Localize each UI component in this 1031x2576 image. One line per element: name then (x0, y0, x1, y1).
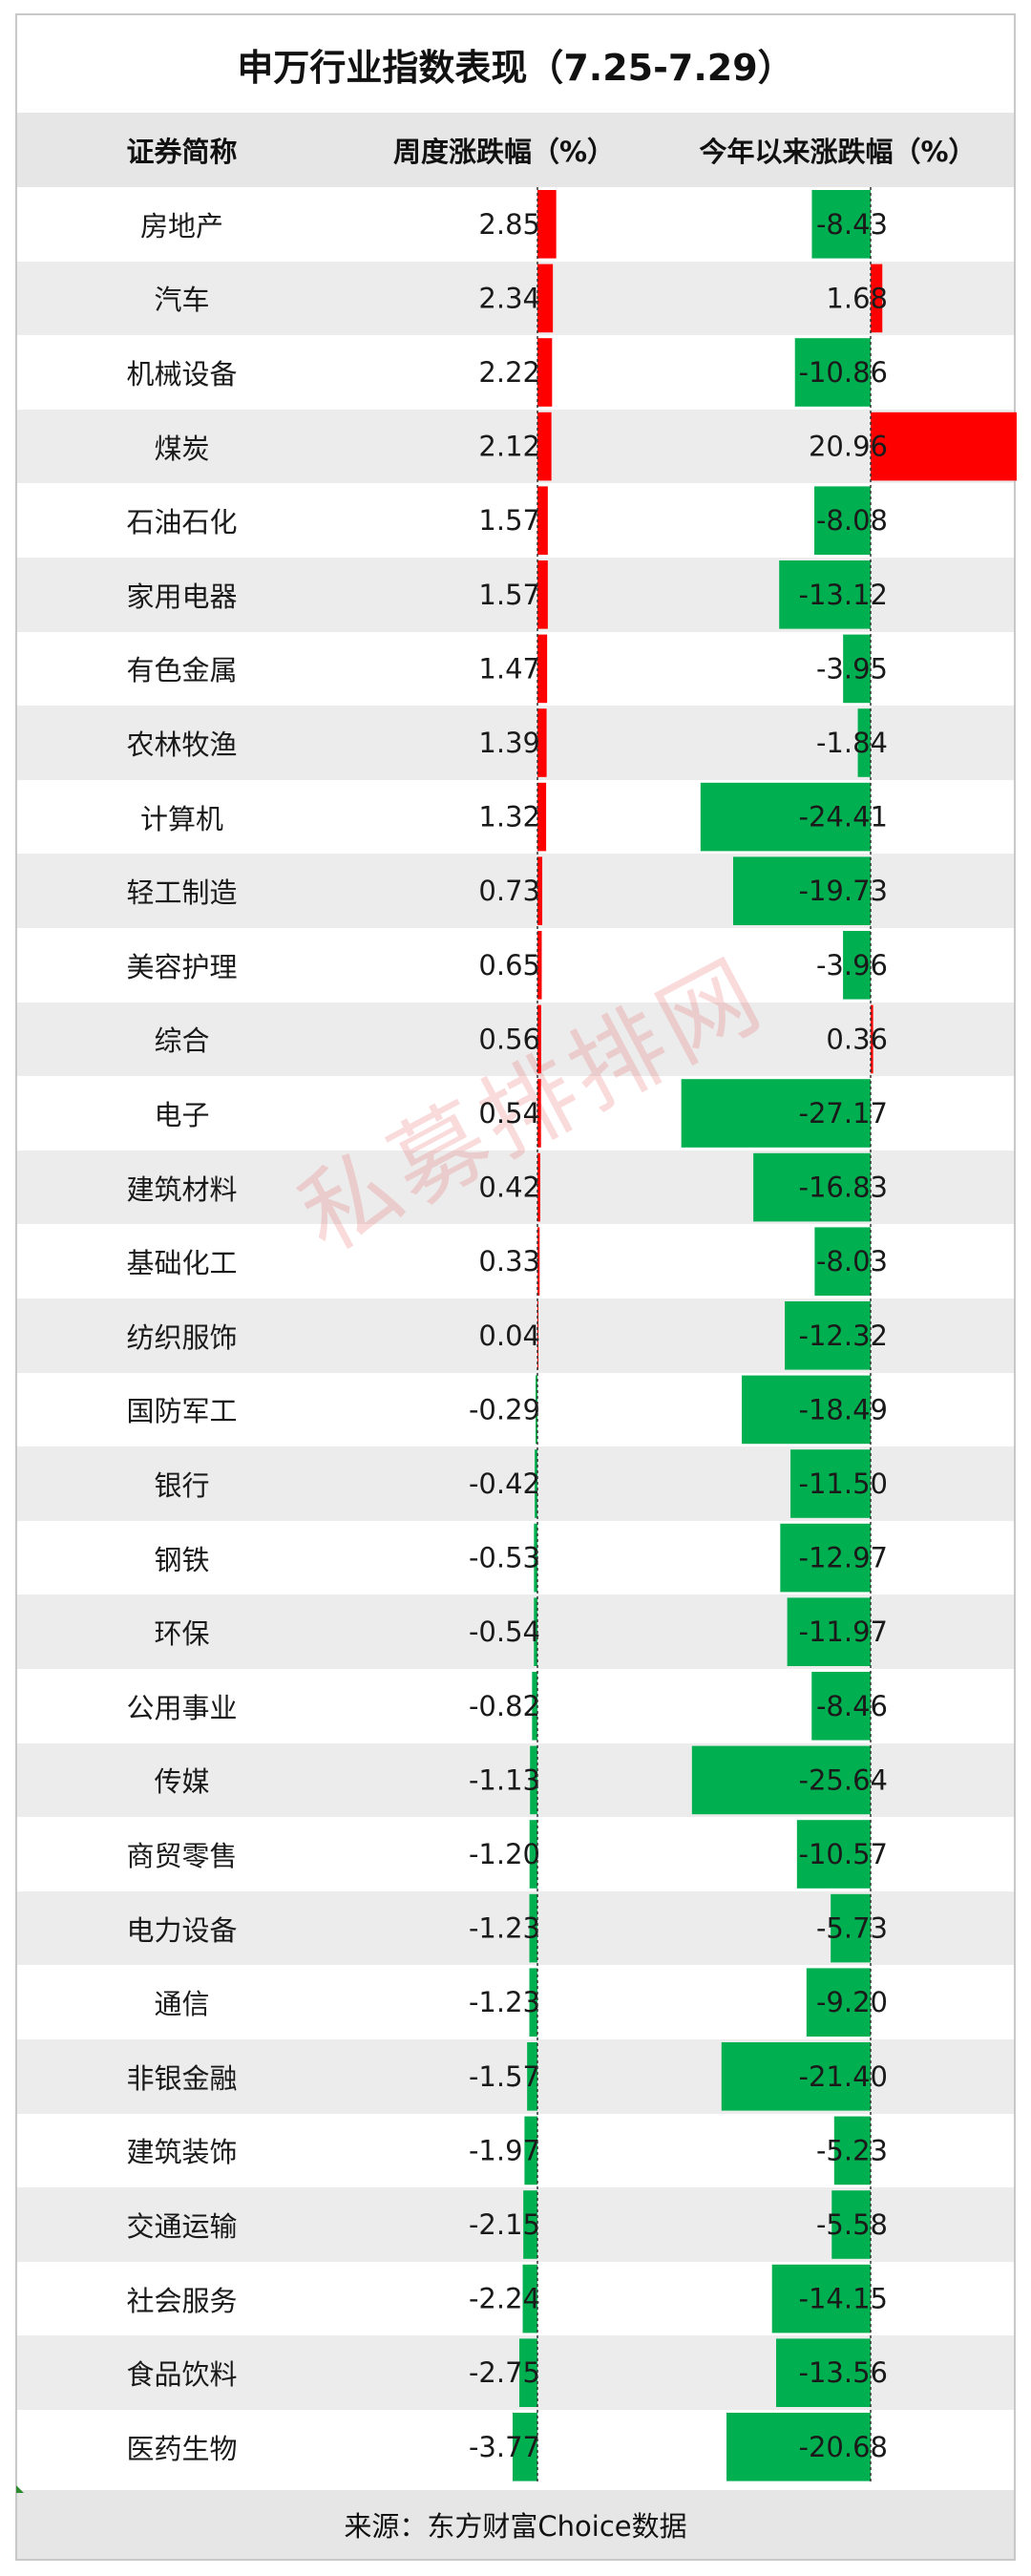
table-row: 建筑装饰 (17, 2114, 1014, 2188)
industry-name: 轻工制造 (126, 876, 238, 910)
industry-name: 银行 (154, 1468, 210, 1502)
table-row: 环保 (17, 1594, 1014, 1669)
industry-name: 社会服务 (126, 2284, 238, 2317)
table-row: 家用电器 (17, 558, 1014, 632)
industry-name: 有色金属 (126, 654, 238, 687)
table-row: 综合 (17, 1002, 1014, 1077)
industry-name: 机械设备 (126, 357, 238, 391)
industry-name: 国防军工 (126, 1395, 238, 1428)
table-row: 轻工制造 (17, 854, 1014, 928)
header-weekly: 周度涨跌幅（%） (392, 136, 616, 168)
industry-name: 环保 (154, 1617, 210, 1651)
industry-name: 美容护理 (126, 950, 238, 983)
source-footer: 来源：东方财富Choice数据 (17, 2490, 1014, 2559)
table-row: 汽车 (17, 261, 1014, 336)
table-row: 有色金属 (17, 632, 1014, 707)
table-row: 银行 (17, 1446, 1014, 1521)
table-row: 电力设备 (17, 1890, 1014, 1966)
table-row: 石油石化 (17, 483, 1014, 558)
table-row: 房地产 (17, 187, 1014, 262)
header-name: 证券简称 (126, 136, 238, 168)
table-row: 国防军工 (17, 1373, 1014, 1447)
industry-name: 煤炭 (154, 432, 210, 465)
industry-name: 家用电器 (126, 580, 238, 613)
table-row: 电子 (17, 1076, 1014, 1151)
industry-name: 房地产 (139, 209, 223, 243)
table-row: 商贸零售 (17, 1817, 1014, 1891)
table-row: 非银金融 (17, 2039, 1014, 2114)
table-row: 机械设备 (17, 335, 1014, 410)
table-row: 交通运输 (17, 2187, 1014, 2262)
table-row: 基础化工 (17, 1224, 1014, 1299)
table-row: 社会服务 (17, 2262, 1014, 2336)
corner-marker (16, 2485, 24, 2493)
industry-name: 建筑材料 (126, 1172, 238, 1206)
table-row: 钢铁 (17, 1521, 1014, 1595)
industry-name: 建筑装饰 (126, 2136, 238, 2169)
industry-name: 传媒 (154, 1765, 210, 1799)
header-row: 证券简称 周度涨跌幅（%） 今年以来涨跌幅（%） (17, 113, 1014, 187)
table-row: 传媒 (17, 1742, 1014, 1818)
industry-name: 基础化工 (126, 1247, 238, 1280)
industry-name: 纺织服饰 (126, 1320, 238, 1354)
industry-name: 电子 (154, 1098, 210, 1131)
industry-name: 石油石化 (126, 506, 238, 539)
table-row: 农林牧渔 (17, 706, 1014, 780)
chart-title: 申万行业指数表现（7.25-7.29） (237, 46, 794, 89)
industry-name: 公用事业 (126, 1691, 238, 1724)
industry-name: 食品饮料 (126, 2358, 238, 2392)
table-row: 公用事业 (17, 1669, 1014, 1743)
industry-name: 电力设备 (126, 1913, 238, 1947)
table-row: 医药生物 (17, 2410, 1014, 2484)
table-row: 通信 (17, 1965, 1014, 2039)
industry-name: 农林牧渔 (126, 728, 238, 761)
table-row: 计算机 (17, 780, 1014, 855)
table-row: 煤炭 (17, 409, 1014, 484)
industry-name: 非银金融 (126, 2061, 238, 2095)
industry-name: 交通运输 (126, 2209, 238, 2243)
table-row: 食品饮料 (17, 2335, 1014, 2410)
table-row: 纺织服饰 (17, 1299, 1014, 1373)
industry-name: 医药生物 (126, 2432, 238, 2465)
industry-name: 商贸零售 (126, 1839, 238, 1872)
industry-name: 综合 (154, 1024, 210, 1058)
industry-name: 计算机 (139, 802, 223, 835)
industry-name: 汽车 (154, 284, 210, 317)
table-row: 美容护理 (17, 928, 1014, 1003)
header-ytd: 今年以来涨跌幅（%） (699, 136, 977, 168)
industry-name: 钢铁 (154, 1543, 210, 1576)
industry-name: 通信 (154, 1988, 210, 2021)
